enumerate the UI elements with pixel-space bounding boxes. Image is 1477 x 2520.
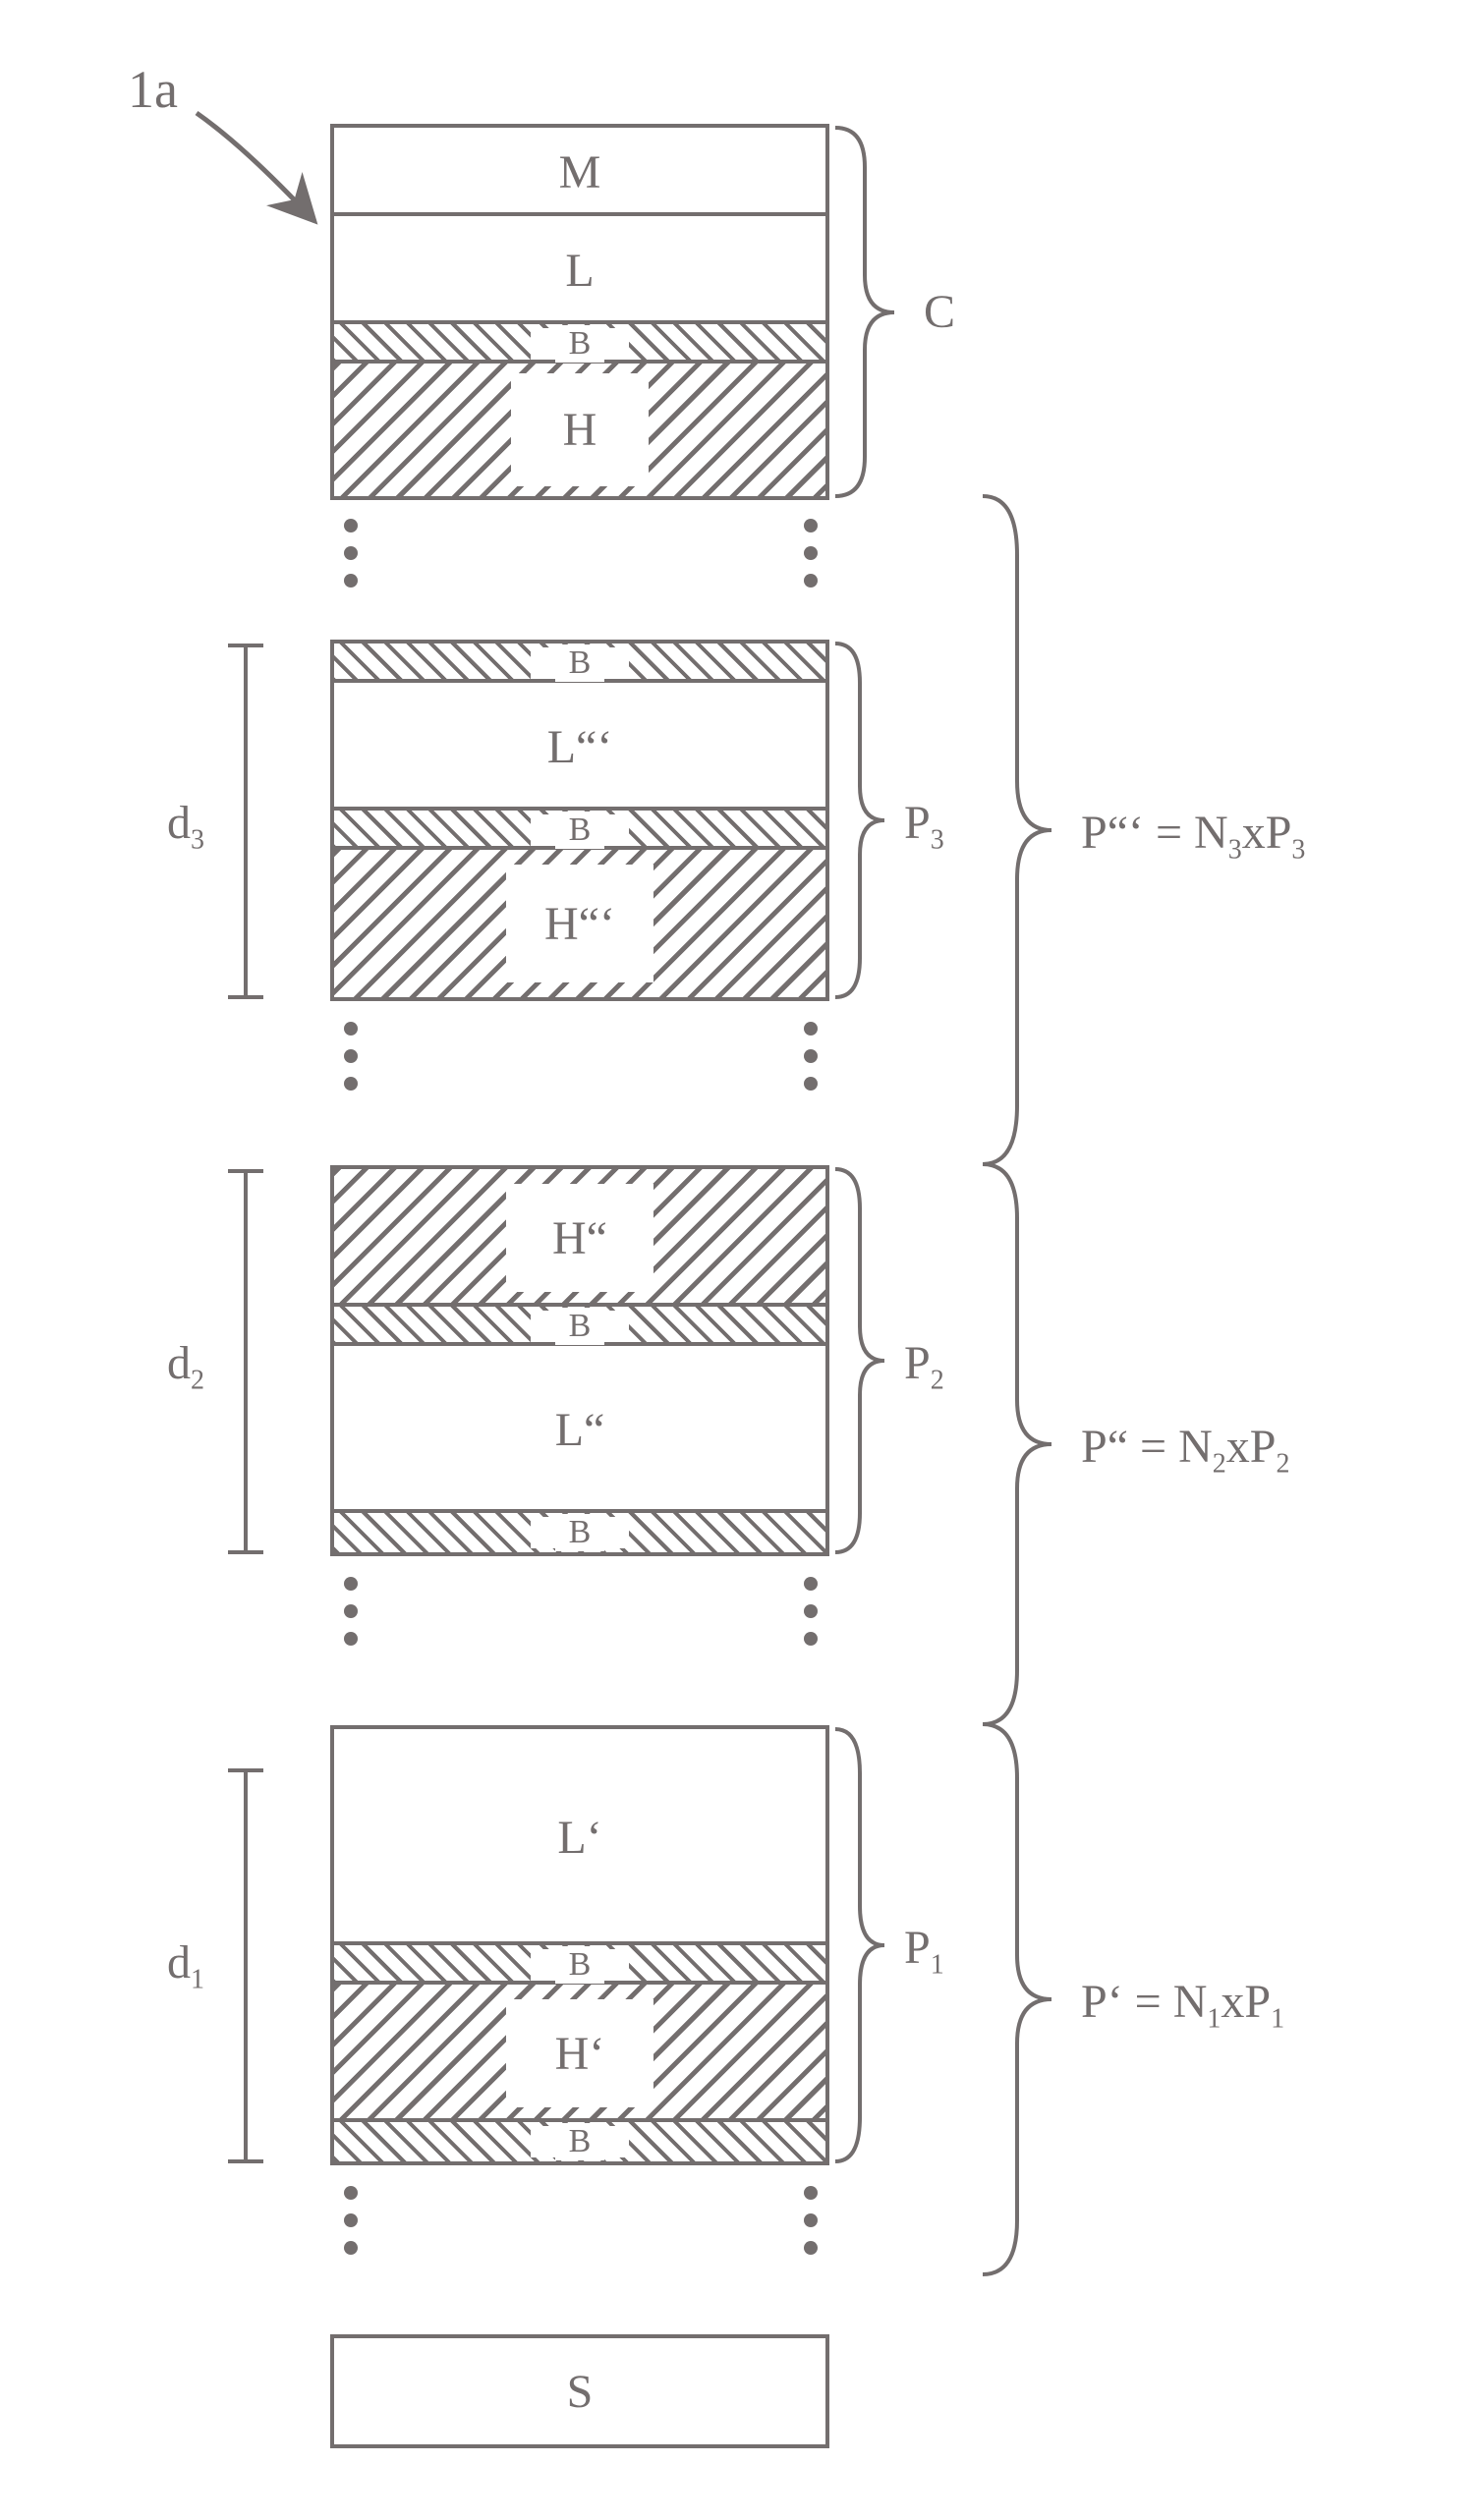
P3-H-label: H“‘ xyxy=(531,897,629,951)
brace-P1-big-label: P‘ = N1xP1 xyxy=(1081,1975,1284,2036)
cap-L: L xyxy=(334,216,825,324)
P1-B-mid-label: B xyxy=(555,1946,605,1984)
brace-P2 xyxy=(835,1169,904,1552)
brace-C-label: C xyxy=(924,285,955,339)
substrate: S xyxy=(334,2338,825,2444)
P2b-d: 2 xyxy=(1276,1449,1289,1480)
cap-M-label: M xyxy=(545,145,615,199)
brace-P1-label: P1 xyxy=(904,1921,944,1982)
brace-P3-label: P3 xyxy=(904,796,944,857)
P1b-d: 1 xyxy=(1271,2004,1284,2035)
dots-4-left xyxy=(344,2186,358,2255)
d3-sub: 3 xyxy=(191,825,204,856)
P3b-b: 3 xyxy=(1228,835,1242,866)
P3-B-top-label: B xyxy=(555,644,605,682)
P1b-b: 1 xyxy=(1207,2004,1221,2035)
P1-B-mid: B xyxy=(334,1945,825,1985)
P2-B-mid: B xyxy=(334,1307,825,1346)
P2b-b: 2 xyxy=(1213,1449,1226,1480)
cap-H-label: H xyxy=(549,403,611,457)
P2-sub: 2 xyxy=(931,1366,944,1396)
brace-C-text: C xyxy=(924,286,955,338)
P2b-c: xP xyxy=(1226,1421,1277,1473)
d2-line xyxy=(244,1169,248,1552)
cap-M: M xyxy=(334,128,825,216)
P1-H: H‘ xyxy=(334,1985,825,2122)
d1-text: d xyxy=(167,1936,191,1988)
substrate-label: S xyxy=(553,2365,607,2419)
P3b-a: P“‘ = N xyxy=(1081,807,1228,859)
P3-B-mid: B xyxy=(334,811,825,850)
brace-P3-big-label: P“‘ = N3xP3 xyxy=(1081,806,1305,867)
brace-P1 xyxy=(835,1729,904,2161)
P1-L: L‘ xyxy=(334,1729,825,1945)
dots-3-right xyxy=(804,1577,818,1646)
dots-1-left xyxy=(344,519,358,588)
brace-P2-label: P2 xyxy=(904,1336,944,1397)
P1-text: P xyxy=(904,1922,931,1974)
P2-text: P xyxy=(904,1337,931,1389)
brace-P1-big xyxy=(983,1724,1071,2274)
P3-sub: 3 xyxy=(931,825,944,856)
P1-B-bot-label: B xyxy=(555,2123,605,2160)
d3-line xyxy=(244,644,248,997)
d2-text: d xyxy=(167,1337,191,1389)
P3-L-label: L“‘ xyxy=(534,720,627,774)
dots-2-right xyxy=(804,1022,818,1091)
brace-P3 xyxy=(835,644,904,997)
d1-label: d1 xyxy=(167,1935,204,1996)
P3-B-mid-label: B xyxy=(555,812,605,849)
dots-3-left xyxy=(344,1577,358,1646)
P2-H: H“ xyxy=(334,1169,825,1307)
P3-text: P xyxy=(904,797,931,849)
d3-cap-bot xyxy=(228,995,263,999)
P2-B-mid-label: B xyxy=(555,1308,605,1345)
brace-P2-big-label: P“ = N2xP2 xyxy=(1081,1420,1289,1481)
P2b-a: P“ = N xyxy=(1081,1421,1213,1473)
cap-B-label: B xyxy=(555,325,605,363)
P1-sub: 1 xyxy=(931,1950,944,1981)
cap-B: B xyxy=(334,324,825,364)
d3-label: d3 xyxy=(167,796,204,857)
d1-line xyxy=(244,1768,248,2161)
cap-L-label: L xyxy=(551,244,607,298)
P1-B-bot: B xyxy=(334,2122,825,2161)
P1b-a: P‘ = N xyxy=(1081,1976,1207,2028)
P2-L: L“ xyxy=(334,1346,825,1513)
brace-P3-big xyxy=(983,496,1071,1164)
brace-C xyxy=(835,128,914,496)
P2-L-label: L“ xyxy=(541,1403,619,1457)
P2-B-bot: B xyxy=(334,1513,825,1552)
P3b-d: 3 xyxy=(1291,835,1305,866)
P1-H-label: H‘ xyxy=(541,2027,619,2081)
dots-4-right xyxy=(804,2186,818,2255)
P1-L-label: L‘ xyxy=(543,1811,615,1865)
d2-cap-bot xyxy=(228,1550,263,1554)
d1-sub: 1 xyxy=(191,1965,204,1995)
d1-cap-bot xyxy=(228,2159,263,2163)
brace-P2-big xyxy=(983,1164,1071,1724)
dots-2-left xyxy=(344,1022,358,1091)
P1b-c: xP xyxy=(1221,1976,1271,2028)
P2-B-bot-label: B xyxy=(555,1514,605,1551)
P3-H: H“‘ xyxy=(334,850,825,997)
cap-H: H xyxy=(334,364,825,496)
d2-sub: 2 xyxy=(191,1366,204,1396)
P2-H-label: H“ xyxy=(539,1211,621,1265)
dots-1-right xyxy=(804,519,818,588)
P3-B-top: B xyxy=(334,644,825,683)
P3b-c: xP xyxy=(1242,807,1292,859)
d3-text: d xyxy=(167,797,191,849)
P3-L: L“‘ xyxy=(334,683,825,811)
d2-label: d2 xyxy=(167,1336,204,1397)
